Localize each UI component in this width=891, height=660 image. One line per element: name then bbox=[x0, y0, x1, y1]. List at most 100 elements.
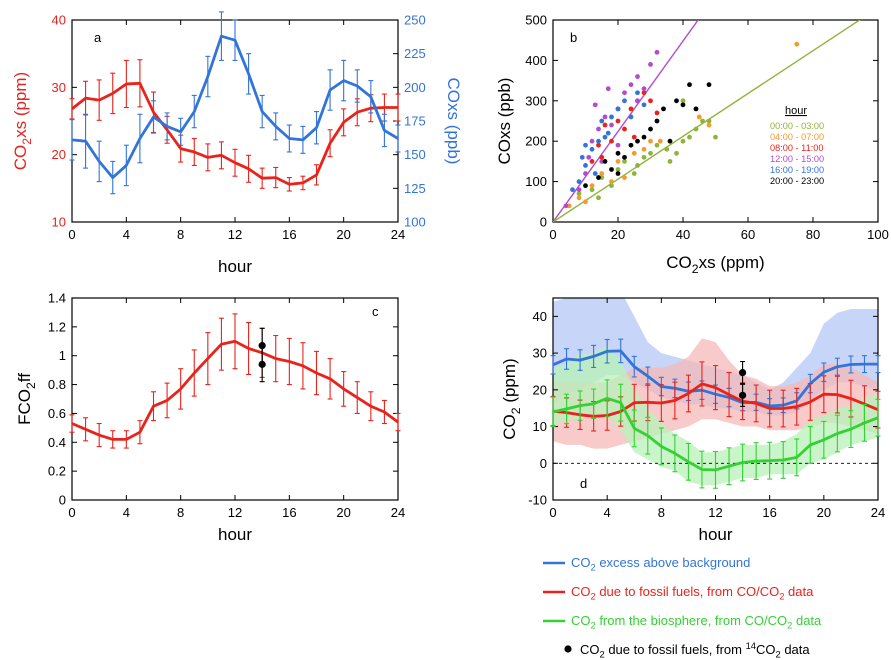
x-axis-label: hour bbox=[698, 525, 732, 544]
scatter-point bbox=[687, 134, 692, 140]
scatter-point bbox=[602, 159, 608, 164]
scatter-point bbox=[576, 195, 582, 201]
y-tick-label: 0.6 bbox=[48, 406, 66, 421]
scatter-point bbox=[648, 150, 653, 156]
x-tick-label: 8 bbox=[658, 505, 665, 520]
legend-entry: 00:00 - 03:00 bbox=[770, 121, 824, 131]
legend-label: CO2 excess above background bbox=[571, 555, 750, 573]
scatter-point bbox=[609, 167, 614, 172]
label-subscript: 2 bbox=[20, 138, 34, 145]
x-tick-label: 0 bbox=[549, 227, 556, 242]
scatter-point bbox=[631, 171, 637, 176]
scatter-point bbox=[589, 183, 595, 189]
scatter-point bbox=[661, 106, 666, 112]
scatter-point bbox=[648, 126, 653, 132]
panel-letter: d bbox=[580, 476, 587, 491]
label-subscript: 2 bbox=[591, 563, 596, 573]
scatter-point bbox=[602, 134, 608, 140]
x-tick-label: 0 bbox=[68, 227, 75, 242]
scatter-point bbox=[589, 138, 595, 144]
y-tick-label: 20 bbox=[52, 147, 66, 162]
scatter-point bbox=[583, 183, 588, 189]
label-text: due to fossil fuels, from CO/CO bbox=[596, 584, 780, 599]
label-text: ff bbox=[15, 373, 34, 382]
scatter-point bbox=[602, 114, 608, 120]
label-text: CO bbox=[571, 584, 591, 599]
scatter-point bbox=[687, 82, 692, 88]
x-tick-label: 20 bbox=[336, 227, 350, 242]
scatter-point bbox=[680, 98, 686, 104]
scatter-point bbox=[680, 102, 686, 108]
y-tick-label: 20 bbox=[533, 382, 547, 397]
scatter-point bbox=[589, 187, 595, 193]
scatter-point bbox=[667, 159, 673, 164]
panel-letter: b bbox=[570, 30, 577, 45]
scatter-point bbox=[700, 118, 705, 124]
legend-entry: 08:00 - 11:00 bbox=[770, 143, 823, 153]
chart-panel-a: 0 4 8 12 16 20 24hour1020304010012515017520022… bbox=[11, 11, 463, 276]
scatter-point bbox=[648, 62, 653, 67]
y-tick-label: 300 bbox=[525, 93, 547, 108]
y-tick-label: 500 bbox=[525, 13, 547, 28]
y-tick-label-right: 100 bbox=[404, 215, 426, 230]
y-axis-label: FCO2ff bbox=[15, 373, 38, 425]
panel-letter: c bbox=[372, 304, 379, 319]
x-tick-label: 20 bbox=[817, 505, 831, 520]
y-axis-label: COxs (ppb) bbox=[495, 78, 514, 165]
scatter-point bbox=[622, 159, 627, 164]
legend-entry: 04:00 - 07:00 bbox=[770, 132, 824, 142]
scatter-point bbox=[596, 195, 601, 201]
label-text: CO bbox=[571, 613, 591, 628]
scatter-point bbox=[596, 175, 601, 180]
x-tick-label: 20 bbox=[336, 505, 350, 520]
x-tick-label: 4 bbox=[604, 505, 611, 520]
scatter-point bbox=[615, 159, 621, 164]
series-line-fco2ff bbox=[71, 339, 399, 441]
label-text: CO bbox=[11, 145, 30, 171]
x-tick-label: 16 bbox=[762, 505, 776, 520]
x-tick-label: 4 bbox=[123, 505, 130, 520]
x-axis-label: hour bbox=[218, 257, 252, 276]
y-tick-label: 30 bbox=[52, 80, 66, 95]
scatter-point bbox=[563, 203, 569, 209]
scatter-point bbox=[583, 142, 588, 148]
label-text: excess above background bbox=[596, 555, 751, 570]
y-tick-label: -10 bbox=[528, 493, 547, 508]
y-tick-label: 0.2 bbox=[48, 464, 66, 479]
legend-entry: 20:00 - 23:00 bbox=[770, 176, 824, 186]
y-tick-label: 100 bbox=[525, 174, 547, 189]
series-line-co2xs bbox=[71, 81, 398, 186]
y-tick-label-right: 200 bbox=[404, 80, 426, 95]
y-tick-label-right: 250 bbox=[404, 13, 426, 28]
scatter-point bbox=[693, 106, 699, 112]
scatter-point bbox=[706, 122, 712, 128]
label-subscript: 2 bbox=[509, 407, 523, 414]
legend-title: hour bbox=[785, 105, 807, 117]
scatter-point bbox=[794, 41, 800, 47]
x-tick-label: 0 bbox=[549, 505, 556, 520]
label-subscript: 2 bbox=[776, 650, 781, 660]
x-axis-label: CO2xs (ppm) bbox=[666, 253, 764, 276]
label-subscript: 2 bbox=[600, 650, 605, 660]
scatter-point bbox=[589, 146, 595, 152]
x-tick-label: 16 bbox=[282, 505, 296, 520]
label-text: CO bbox=[500, 414, 519, 440]
scatter-point bbox=[641, 102, 647, 108]
scatter-point bbox=[615, 118, 621, 124]
y-tick-label: 10 bbox=[52, 215, 66, 230]
y-tick-label-right: 150 bbox=[404, 147, 426, 162]
scatter-point bbox=[641, 90, 647, 96]
scatter-point bbox=[641, 86, 647, 92]
y-tick-label: 0 bbox=[540, 456, 547, 471]
label-subscript: 2 bbox=[692, 262, 699, 276]
scatter-point bbox=[586, 154, 592, 160]
data-point-14co2 bbox=[258, 360, 266, 368]
regression-line bbox=[553, 20, 861, 222]
y-tick-label-right: 225 bbox=[404, 46, 426, 61]
y-axis-label: CO2 (ppm) bbox=[500, 358, 523, 439]
scatter-point bbox=[635, 74, 640, 79]
scatter-point bbox=[654, 118, 660, 124]
y-tick-label: 1 bbox=[59, 348, 66, 363]
